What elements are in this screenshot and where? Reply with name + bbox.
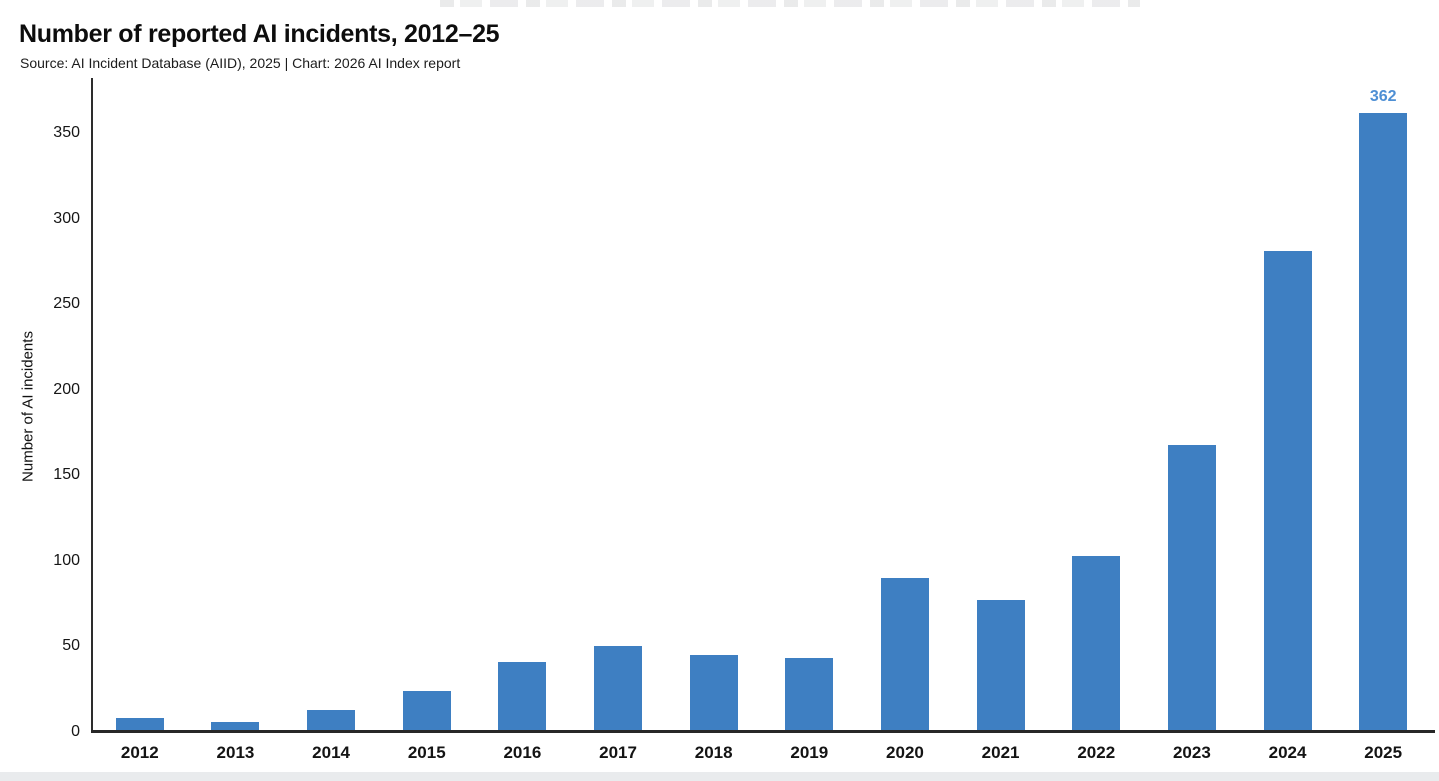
- x-tick-label-2013: 2013: [216, 743, 255, 762]
- bar-2017: [594, 646, 643, 732]
- bar-2014: [307, 709, 356, 732]
- x-tick-label-2022: 2022: [1077, 743, 1116, 762]
- x-tick-label-2020: 2020: [886, 743, 924, 762]
- x-tick-label-2024: 2024: [1268, 743, 1307, 762]
- clipped-watermark-text: [440, 0, 1140, 7]
- bar-2013: [211, 721, 260, 732]
- y-tick-label: 0: [71, 723, 80, 740]
- bar-2023: [1167, 444, 1216, 732]
- bar-2019: [785, 658, 834, 732]
- bar-2025: [1359, 112, 1408, 732]
- bottom-edge-band: [0, 772, 1439, 781]
- bar-2024: [1263, 251, 1312, 732]
- bar-2018: [689, 654, 738, 732]
- y-tick-label: 200: [53, 380, 80, 398]
- y-tick-label: 150: [53, 466, 80, 484]
- y-tick-label: 50: [62, 637, 80, 655]
- bar-2012: [115, 718, 164, 732]
- chart-title: Number of reported AI incidents, 2012–25: [19, 20, 500, 48]
- y-tick-label: 300: [53, 209, 80, 227]
- bar-2016: [498, 661, 547, 732]
- x-axis-line: [91, 730, 1435, 733]
- x-tick-label-2016: 2016: [503, 743, 542, 762]
- x-tick-label-2014: 2014: [312, 743, 350, 762]
- x-tick-label-2025: 2025: [1364, 743, 1403, 762]
- x-tick-label-2012: 2012: [120, 743, 159, 762]
- bar-2015: [402, 690, 451, 732]
- x-tick-label-2023: 2023: [1172, 743, 1211, 762]
- bar-2020: [880, 577, 929, 732]
- chart-source-caption: Source: AI Incident Database (AIID), 202…: [20, 55, 461, 71]
- x-tick-label-2021: 2021: [981, 743, 1020, 762]
- y-tick-label: 100: [53, 551, 80, 569]
- bar-2022: [1072, 555, 1121, 732]
- bar-2021: [976, 600, 1025, 732]
- x-tick-label-2019: 2019: [790, 743, 829, 762]
- y-axis-line: [91, 78, 93, 732]
- x-tick-label-2018: 2018: [694, 743, 733, 762]
- y-tick-label: 250: [53, 295, 80, 313]
- y-tick-label: 350: [53, 124, 80, 142]
- x-tick-label-2017: 2017: [599, 743, 637, 762]
- x-tick-label-2015: 2015: [407, 743, 446, 762]
- bar-value-label-2025: 362: [1369, 87, 1397, 105]
